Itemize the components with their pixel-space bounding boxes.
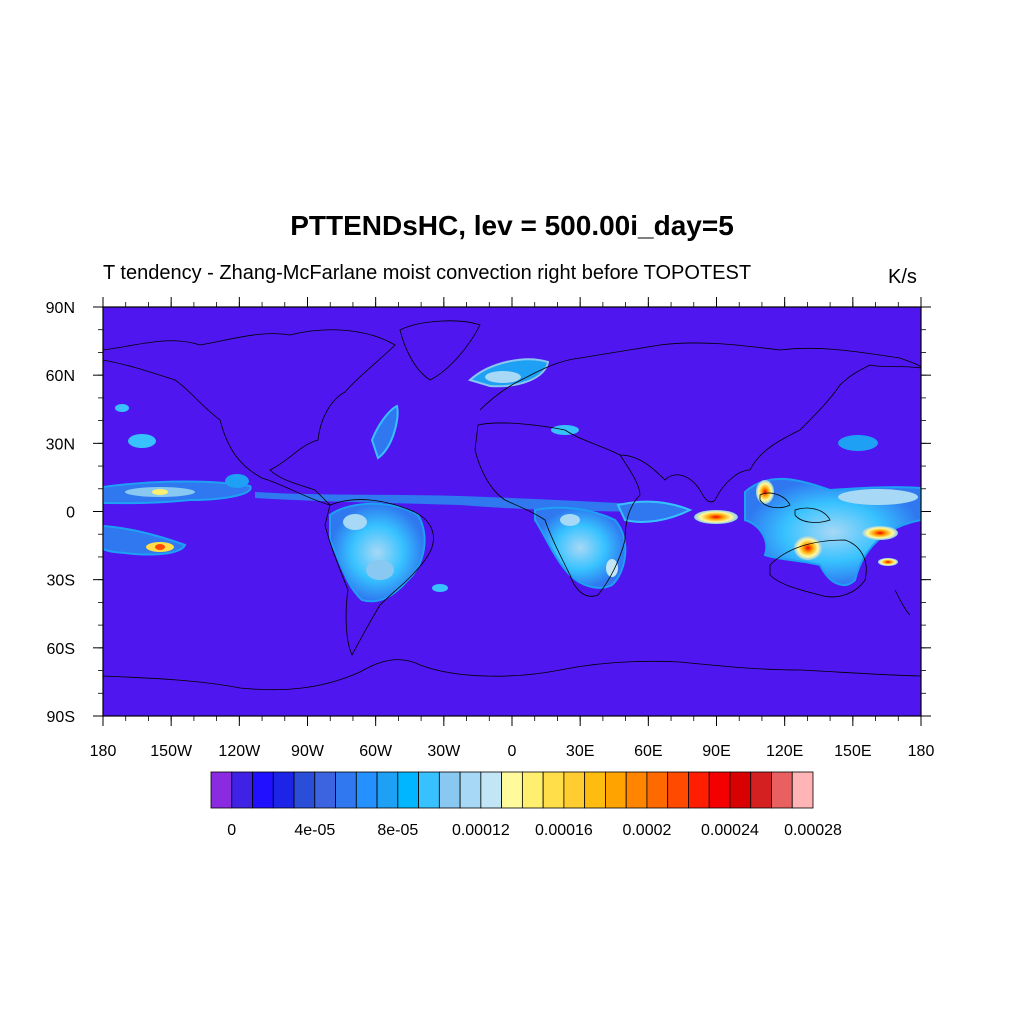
indian-ocean-hotspot — [694, 510, 738, 524]
colorbar-swatch — [355, 771, 378, 809]
lon-label: 150E — [834, 743, 871, 760]
map-plot-area — [102, 306, 922, 717]
colorbar-label: 0.00016 — [535, 822, 593, 839]
lon-label: 180 — [90, 743, 117, 760]
lat-label: 90N — [46, 300, 75, 317]
colorbar-swatch — [397, 771, 419, 809]
lon-label: 90E — [702, 743, 730, 760]
lon-label: 90W — [291, 743, 325, 760]
lon-label: 150W — [150, 743, 193, 760]
colorbar-label: 0.00012 — [452, 822, 510, 839]
colorbar-swatch — [563, 771, 586, 809]
colorbar-swatch — [252, 771, 274, 809]
lon-label: 120W — [218, 743, 261, 760]
colorbar-swatch — [521, 771, 544, 809]
colorbar-swatch — [646, 771, 669, 809]
colorbar-label: 8e-05 — [377, 822, 418, 839]
colorbar-swatch — [688, 771, 710, 809]
map-title: PTTENDsHC, lev = 500.00i_day=5 — [290, 210, 734, 241]
colorbar-swatch — [335, 771, 357, 809]
colorbar-swatch — [459, 771, 482, 809]
colorbar-swatch — [750, 771, 772, 809]
colorbar-swatch — [418, 771, 440, 809]
colorbar-swatch — [667, 771, 689, 809]
lon-label: 30E — [566, 743, 594, 760]
colorbar-swatch — [272, 771, 295, 809]
colorbar-swatch — [771, 771, 793, 809]
lat-label: 0 — [66, 505, 75, 522]
colorbar-swatch — [438, 771, 461, 809]
lat-label: 60N — [46, 368, 75, 385]
colorbar-swatch — [210, 771, 233, 809]
colorbar: 0 4e-05 8e-05 0.00012 0.00016 0.0002 0.00024 0.… — [210, 771, 842, 839]
colorbar-swatch — [501, 771, 523, 809]
colorbar-swatch — [625, 771, 648, 809]
colorbar-swatch — [376, 771, 399, 809]
colorbar-label: 4e-05 — [294, 822, 335, 839]
colorbar-swatch — [542, 771, 565, 809]
lat-label: 30N — [46, 436, 75, 453]
map-axes: 90N 60N 30N 0 30S 60S 90S 180 150W 120W 90W 60W 30W 0… — [46, 297, 935, 760]
coastlines — [103, 320, 921, 691]
colorbar-label: 0 — [227, 822, 236, 839]
lon-label: 120E — [766, 743, 803, 760]
colorbar-label: 0.00024 — [701, 822, 759, 839]
lon-label: 30W — [427, 743, 461, 760]
colorbar-label: 0.00028 — [784, 822, 842, 839]
colorbar-swatch — [231, 771, 253, 809]
map-subtitle: T tendency - Zhang-McFarlane moist conve… — [103, 262, 752, 284]
convection-field — [103, 358, 921, 603]
colorbar-swatch — [293, 771, 316, 809]
africa-convection — [534, 506, 627, 589]
colorbar-swatch — [314, 771, 336, 809]
lon-label: 180 — [908, 743, 935, 760]
lat-label: 60S — [47, 641, 75, 658]
colorbar-swatch — [480, 771, 503, 809]
colorbar-swatch — [708, 771, 731, 809]
lat-label: 30S — [47, 573, 75, 590]
colorbar-swatch — [791, 771, 814, 809]
colorbar-swatch — [729, 771, 752, 809]
lon-label: 0 — [508, 743, 517, 760]
lat-label: 90S — [47, 709, 75, 726]
lon-label: 60W — [359, 743, 393, 760]
colorbar-label: 0.0002 — [622, 822, 671, 839]
lon-label: 60E — [634, 743, 662, 760]
units-label: K/s — [888, 266, 917, 288]
colorbar-swatch — [605, 771, 627, 809]
colorbar-swatch — [584, 771, 606, 809]
